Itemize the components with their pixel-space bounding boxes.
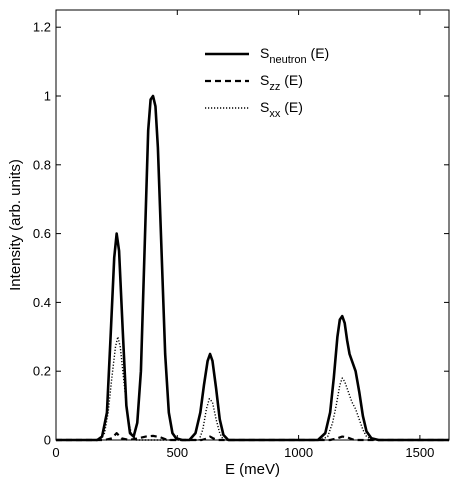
legend-label: Sxx (E): [260, 99, 303, 120]
x-tick-label: 1000: [284, 445, 313, 460]
x-tick-label: 0: [52, 445, 59, 460]
axes-layer: 0 500 1000 1500 0 0.2 0.4 0.6 0.8 1 1.2: [33, 9, 450, 460]
y-axis-label: Intensity (arb. units): [7, 159, 24, 291]
legend-label: Sneutron (E): [260, 45, 329, 66]
legend-label: Szz (E): [260, 72, 303, 93]
plot-frame: [55, 9, 450, 441]
y-tick-label: 0.4: [33, 295, 51, 310]
y-tick-label: 0.8: [33, 157, 51, 172]
y-tick-label: 0: [44, 433, 51, 448]
y-tick-label: 0.2: [33, 364, 51, 379]
y-tick-label: 1.2: [33, 20, 51, 35]
y-tick-label: 0.6: [33, 226, 51, 241]
legend: Sneutron (E) Szz (E) Sxx (E): [205, 45, 329, 120]
x-tick-label: 500: [166, 445, 188, 460]
x-tick-label: 1500: [405, 445, 434, 460]
x-axis-label: E (meV): [225, 461, 280, 478]
y-tick-label: 1: [44, 89, 51, 104]
